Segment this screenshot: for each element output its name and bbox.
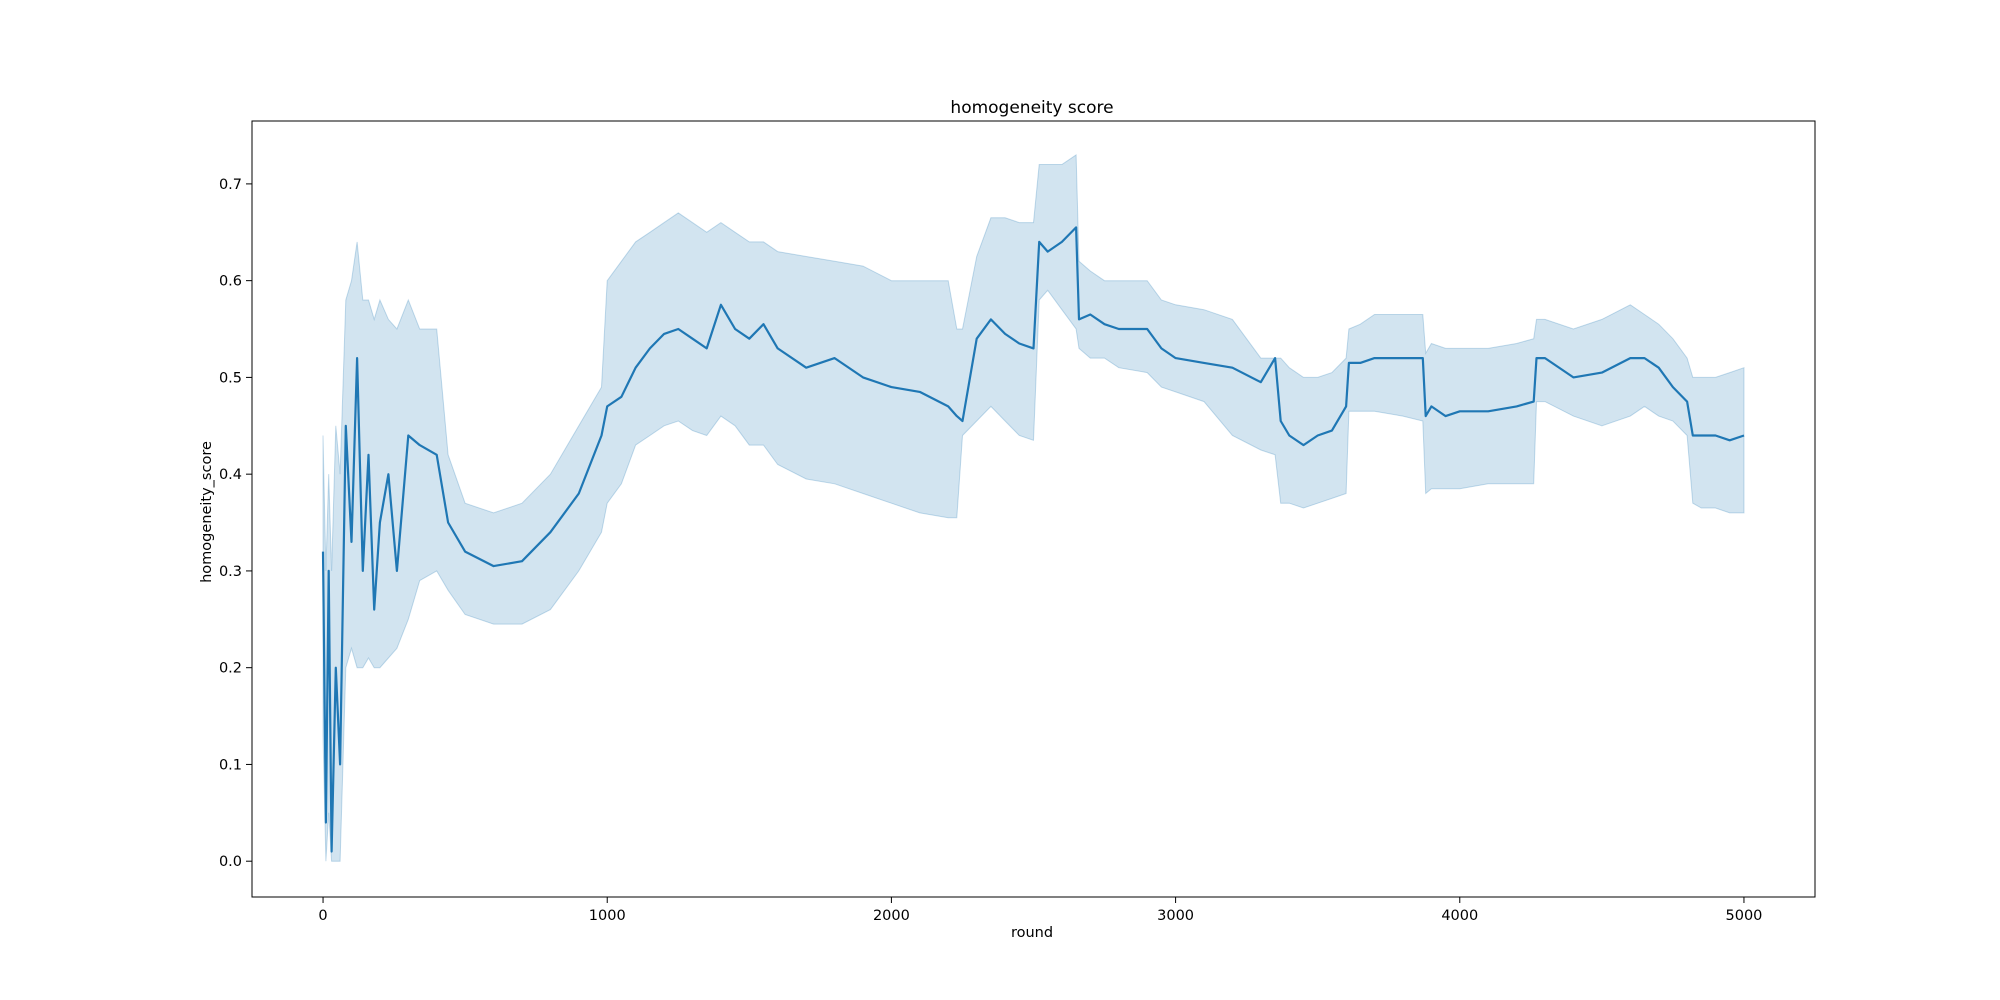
y-tick-label: 0.5: [219, 370, 242, 386]
confidence-band: [322, 153, 1745, 862]
plot-frame: [251, 120, 1816, 898]
x-tick-label: 5000: [1726, 908, 1763, 924]
x-tick-label: 0: [318, 908, 327, 924]
y-tick-label: 0.7: [219, 177, 242, 193]
x-tick-label: 1000: [589, 908, 626, 924]
y-axis-label: homogeneity_score: [199, 441, 215, 583]
x-tick-label: 3000: [1157, 908, 1194, 924]
x-axis-label: round: [1011, 925, 1053, 941]
y-tick-label: 0.3: [219, 564, 242, 580]
series-line: [321, 226, 1745, 853]
chart-title: homogeneity score: [950, 98, 1113, 118]
y-tick-label: 0.6: [219, 274, 242, 290]
y-tick-label: 0.4: [219, 467, 242, 483]
x-tick-label: 4000: [1441, 908, 1478, 924]
y-tick-label: 0.1: [219, 757, 242, 773]
y-tick-label: 0.0: [219, 854, 242, 870]
y-tick-label: 0.2: [219, 661, 242, 677]
x-tick-label: 2000: [873, 908, 910, 924]
